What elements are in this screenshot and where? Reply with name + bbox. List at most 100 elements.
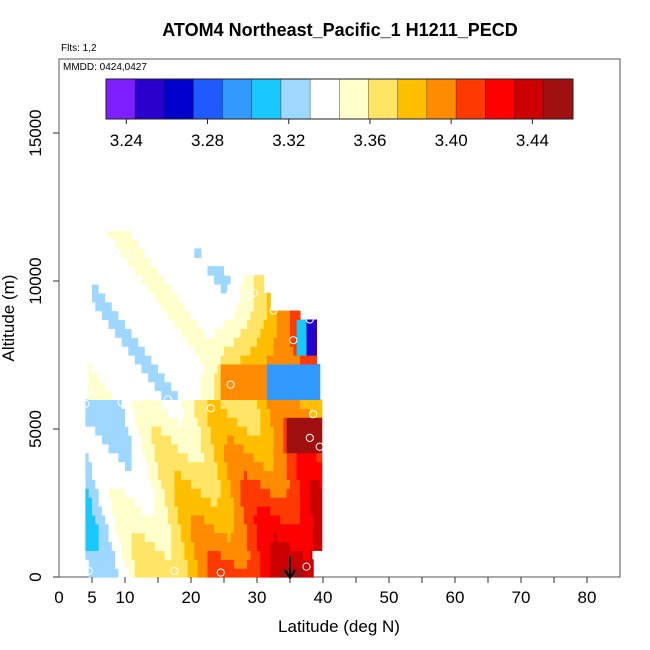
heatmap-cell (296, 443, 301, 454)
heatmap-cell (144, 301, 149, 312)
heatmap-cell (174, 301, 179, 312)
heatmap-cell (220, 417, 225, 427)
heatmap-cell (276, 488, 281, 498)
heatmap-cell (118, 488, 123, 498)
heatmap-cell (230, 301, 235, 312)
heatmap-cell (247, 363, 251, 374)
heatmap-cell (270, 559, 275, 569)
heatmap-cell (210, 479, 215, 489)
heatmap-cell (108, 568, 113, 578)
heatmap-cell (220, 479, 225, 489)
heatmap-cell (230, 443, 235, 454)
heatmap-cell (200, 275, 205, 285)
heatmap-cell (105, 346, 110, 356)
heatmap-cell (227, 346, 232, 356)
heatmap-cell (174, 408, 179, 418)
x-tick-label: 20 (182, 588, 201, 607)
heatmap-cell (247, 310, 251, 321)
heatmap-cell (134, 372, 139, 383)
heatmap-cell (101, 443, 106, 454)
heatmap-cell (164, 301, 169, 312)
heatmap-cell (177, 550, 182, 560)
heatmap-cell (224, 523, 228, 534)
heatmap-cell (280, 497, 284, 507)
heatmap-cell (174, 488, 179, 498)
heatmap-cell (260, 417, 265, 427)
heatmap-cell (95, 514, 100, 525)
heatmap-cell (171, 275, 176, 285)
heatmap-cell (273, 452, 278, 463)
heatmap-cell (319, 541, 323, 551)
heatmap-cell (181, 257, 185, 267)
heatmap-cell (95, 363, 100, 374)
heatmap-cell (316, 417, 321, 427)
heatmap-cell (171, 505, 176, 516)
heatmap-cell (266, 514, 271, 525)
heatmap-cell (191, 497, 195, 507)
heatmap-cell (181, 390, 185, 400)
heatmap-cell (121, 266, 126, 276)
heatmap-cell (207, 292, 212, 303)
heatmap-cell (125, 346, 129, 356)
heatmap-cell (286, 408, 291, 418)
heatmap-cell (299, 443, 304, 454)
heatmap-cell (257, 346, 261, 356)
heatmap-cell (171, 372, 176, 383)
heatmap-cell (319, 532, 323, 543)
heatmap-cell (167, 568, 172, 578)
heatmap-cell (243, 488, 248, 498)
heatmap-cell (260, 310, 265, 321)
heatmap-cell (293, 328, 298, 338)
heatmap-cell (217, 541, 222, 551)
heatmap-cell (200, 337, 205, 347)
heatmap-cell (207, 514, 212, 525)
heatmap-cell (105, 470, 110, 480)
heatmap-cell (108, 283, 113, 294)
heatmap-cell (276, 381, 281, 392)
heatmap-cell (240, 328, 245, 338)
heatmap-cell (247, 301, 251, 312)
heatmap-cell (158, 408, 162, 418)
heatmap-cell (296, 479, 301, 489)
heatmap-cell (283, 550, 288, 560)
heatmap-cell (138, 497, 143, 507)
heatmap-cell (128, 523, 133, 534)
heatmap-cell (154, 390, 159, 400)
heatmap-cell (316, 363, 321, 374)
heatmap-cell (270, 505, 275, 516)
heatmap-cell (293, 559, 298, 569)
heatmap-cell (214, 266, 218, 276)
heatmap-cell (207, 363, 212, 374)
heatmap-cell (151, 452, 156, 463)
heatmap-cell (187, 257, 192, 267)
heatmap-cell (184, 479, 189, 489)
x-tick-label: 0 (54, 588, 63, 607)
heatmap-cell (263, 550, 268, 560)
heatmap-cell (253, 514, 258, 525)
heatmap-cell (220, 461, 225, 472)
heatmap-cell (174, 337, 179, 347)
heatmap-cell (171, 328, 176, 338)
heatmap-cell (207, 301, 212, 312)
heatmap-cell (85, 452, 90, 463)
heatmap-cell (98, 470, 103, 480)
heatmap-cell (141, 461, 146, 472)
heatmap-cell (253, 470, 258, 480)
heatmap-cell (200, 443, 205, 454)
heatmap-cell (118, 337, 123, 347)
heatmap-cell (200, 497, 205, 507)
heatmap-cell (174, 470, 179, 480)
heatmap-cell (207, 328, 212, 338)
heatmap-cell (101, 239, 106, 250)
heatmap-cell (194, 550, 199, 560)
heatmap-cell (303, 399, 308, 409)
heatmap-cell (98, 541, 103, 551)
heatmap-cell (105, 497, 110, 507)
heatmap-cell (131, 230, 136, 241)
heatmap-cell (158, 523, 162, 534)
heatmap-cell (230, 532, 235, 543)
heatmap-cell (115, 381, 119, 392)
heatmap-cell (111, 319, 116, 329)
sample-point (91, 387, 100, 397)
heatmap-cell (233, 337, 238, 347)
